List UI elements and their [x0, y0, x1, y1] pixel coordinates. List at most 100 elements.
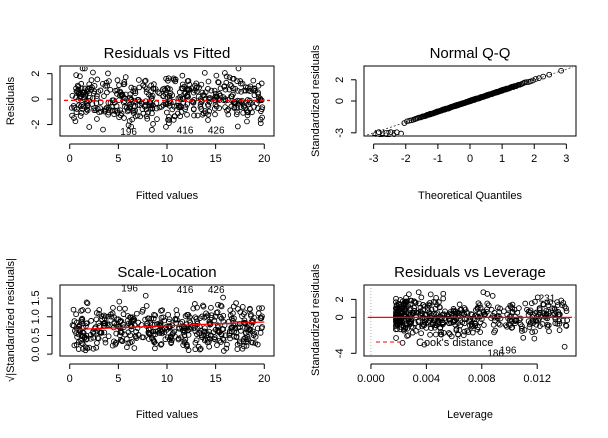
- data-point: [151, 338, 157, 344]
- data-point: [537, 323, 543, 329]
- data-point: [143, 106, 150, 113]
- data-point: [86, 124, 93, 130]
- data-point: [78, 316, 85, 323]
- data-point: [206, 343, 213, 350]
- data-point: [219, 325, 226, 332]
- data-point: [477, 319, 484, 326]
- data-point: [108, 313, 115, 320]
- data-point: [198, 81, 205, 88]
- data-point: [227, 307, 234, 314]
- x-tick-label: 0: [67, 373, 73, 385]
- data-point: [505, 315, 512, 322]
- data-point: [221, 83, 227, 90]
- data-point: [257, 116, 264, 123]
- data-point: [467, 322, 473, 329]
- data-point: [218, 339, 224, 345]
- data-point: [82, 85, 88, 92]
- data-point: [407, 297, 414, 304]
- data-point: [243, 336, 250, 343]
- data-point: [199, 111, 206, 118]
- y-tick-label: 2: [334, 296, 346, 302]
- x-tick-label: 15: [210, 373, 222, 385]
- data-point: [455, 332, 461, 338]
- data-point: [178, 85, 185, 92]
- data-point: [229, 324, 236, 331]
- data-point: [75, 91, 82, 97]
- data-point: [214, 322, 221, 329]
- data-point: [72, 118, 79, 125]
- plot-frame: [59, 65, 275, 137]
- data-point: [226, 332, 233, 339]
- data-point: [180, 96, 187, 102]
- data-point: [128, 123, 135, 130]
- data-point: [220, 294, 226, 301]
- chart-title: Residuals vs Fitted: [104, 45, 231, 62]
- data-point: [142, 77, 149, 84]
- data-point: [75, 346, 82, 352]
- data-point: [497, 315, 504, 322]
- data-point: [202, 110, 209, 116]
- data-point: [243, 342, 250, 349]
- data-point: [94, 340, 100, 346]
- data-point: [85, 307, 91, 314]
- data-point: [226, 330, 233, 336]
- data-point: [158, 103, 165, 110]
- y-axis-label: √|Standardized residuals|: [5, 258, 17, 382]
- x-tick-label: 0.004: [413, 373, 441, 385]
- point-annotation: 416: [372, 129, 389, 140]
- data-point: [190, 89, 197, 96]
- data-point: [215, 79, 222, 86]
- data-point: [179, 72, 186, 79]
- data-point: [156, 321, 162, 328]
- data-point: [146, 91, 152, 98]
- data-point: [227, 312, 234, 319]
- scale-location-panel: Scale-Location Fitted values √|Standardi…: [5, 258, 275, 421]
- data-point: [78, 338, 84, 344]
- point-annotation: 426: [208, 126, 225, 137]
- data-point: [488, 306, 495, 313]
- data-point: [153, 105, 160, 112]
- data-point: [124, 108, 131, 115]
- data-point: [184, 111, 190, 118]
- data-point: [112, 87, 119, 94]
- data-point: [255, 310, 262, 317]
- data-point: [183, 321, 190, 328]
- data-point: [109, 342, 116, 349]
- data-point: [158, 341, 164, 348]
- data-point: [426, 300, 433, 306]
- y-tick-label: -4: [334, 348, 346, 358]
- data-point: [472, 323, 479, 329]
- plot-frame: [59, 284, 275, 357]
- data-point: [172, 113, 178, 120]
- x-axis-label: Fitted values: [136, 409, 199, 421]
- data-point: [133, 335, 140, 341]
- data-point: [214, 309, 221, 315]
- data-point: [229, 75, 236, 82]
- y-axis-label: Standardized residuals: [310, 45, 322, 157]
- point-annotation: 231: [539, 294, 556, 305]
- data-point: [118, 337, 125, 344]
- data-point: [418, 294, 425, 301]
- data-point: [172, 315, 179, 322]
- data-point: [94, 76, 101, 83]
- data-point: [461, 305, 468, 311]
- data-point: [412, 300, 419, 306]
- data-point: [199, 334, 206, 341]
- data-point: [77, 73, 83, 80]
- data-point: [164, 334, 171, 341]
- data-point: [456, 301, 463, 308]
- data-point: [512, 313, 519, 320]
- data-point: [402, 305, 409, 312]
- data-point: [142, 292, 149, 299]
- data-point: [251, 85, 258, 92]
- normal-qq-panel: Normal Q-Q Theoretical Quantiles Standar…: [310, 45, 577, 202]
- data-point: [243, 326, 250, 333]
- data-point: [91, 88, 98, 95]
- data-point: [163, 324, 169, 330]
- data-point: [178, 334, 184, 341]
- data-point: [93, 107, 99, 113]
- data-point: [116, 82, 122, 89]
- data-point: [254, 325, 261, 332]
- x-tick-label: -1: [433, 153, 443, 165]
- data-point: [151, 321, 158, 328]
